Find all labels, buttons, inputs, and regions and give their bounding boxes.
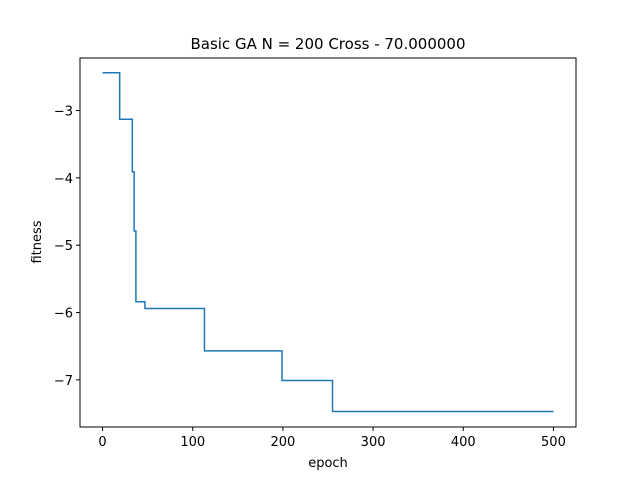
fitness-series-line — [102, 72, 554, 413]
y-tick-label: −7 — [54, 374, 73, 389]
y-axis-label: fitness — [30, 220, 45, 263]
y-tick-label: −5 — [54, 239, 73, 254]
y-axis-ticks: −3 −4 −5 −6 −7 — [54, 105, 80, 389]
x-axis-label: epoch — [308, 456, 348, 471]
x-tick-label: 400 — [451, 435, 476, 450]
x-axis-ticks: 0 100 200 300 400 500 — [98, 427, 566, 450]
y-tick-label: −6 — [54, 307, 73, 322]
y-tick-label: −3 — [54, 105, 73, 120]
x-tick-label: 300 — [361, 435, 386, 450]
x-tick-label: 100 — [180, 435, 205, 450]
plot-layer — [102, 72, 554, 413]
y-tick-label: −4 — [54, 172, 73, 187]
x-tick-label: 0 — [98, 435, 106, 450]
x-tick-label: 500 — [541, 435, 566, 450]
chart-title: Basic GA N = 200 Cross - 70.000000 — [190, 35, 465, 53]
plot-frame — [79, 57, 577, 428]
x-tick-label: 200 — [270, 435, 295, 450]
